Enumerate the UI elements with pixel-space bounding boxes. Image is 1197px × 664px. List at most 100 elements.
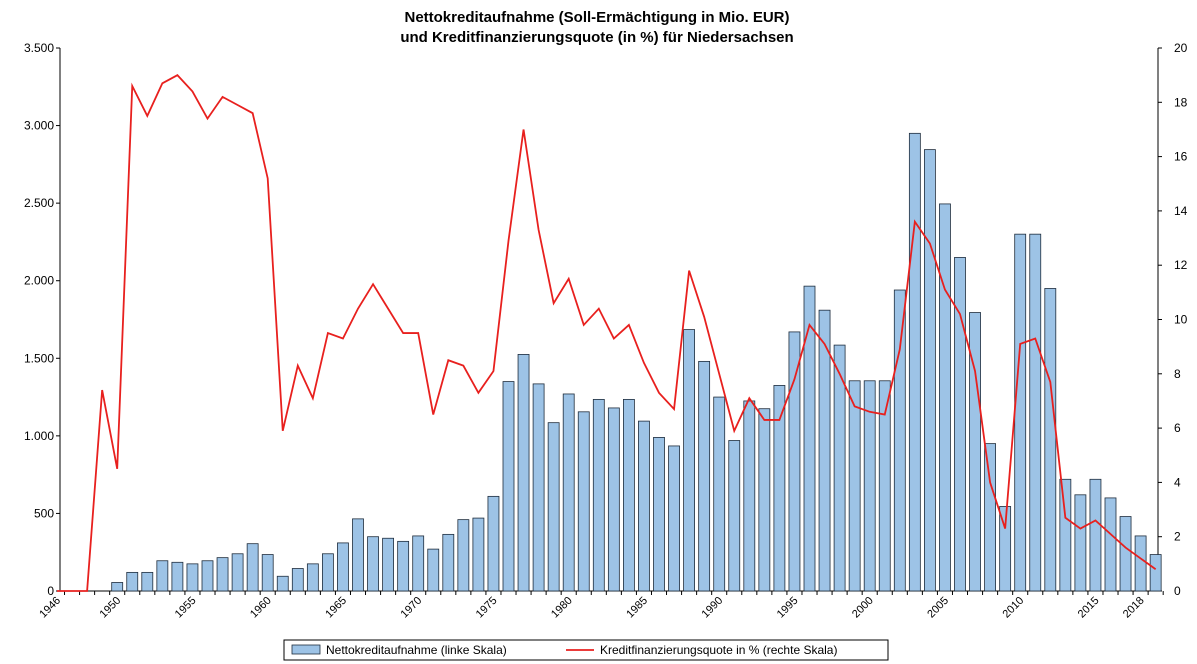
bar	[397, 540, 410, 592]
bar	[261, 554, 274, 592]
y2-tick-label: 12	[1174, 258, 1188, 272]
x-tick-label: 2000	[850, 595, 876, 621]
x-tick-label: 2010	[1001, 595, 1027, 621]
bar	[216, 557, 229, 592]
x-tick-label: 2018	[1121, 595, 1147, 621]
y-tick-label: 0	[47, 584, 54, 598]
x-tick-label: 2005	[925, 595, 951, 621]
bar	[306, 563, 319, 592]
x-tick-label: 1970	[399, 595, 425, 621]
bar	[728, 440, 741, 592]
bar	[939, 203, 951, 592]
bar	[1044, 288, 1057, 592]
x-tick-label: 1980	[549, 595, 575, 621]
bar	[367, 536, 379, 592]
bar	[547, 422, 560, 592]
bar	[1119, 516, 1132, 592]
bar	[969, 312, 981, 592]
bar	[668, 445, 680, 592]
bar	[773, 385, 786, 592]
bar	[412, 535, 425, 592]
bar	[472, 517, 485, 592]
bar	[156, 560, 169, 592]
y-tick-label: 3.500	[24, 41, 54, 55]
bar	[803, 285, 816, 592]
x-tick-label: 1995	[775, 595, 801, 621]
bar	[863, 380, 876, 592]
y2-tick-label: 8	[1174, 367, 1181, 381]
bar	[743, 400, 756, 592]
bar	[427, 548, 440, 592]
x-tick-label: 1985	[624, 595, 650, 621]
bar	[246, 543, 259, 592]
bar	[502, 381, 515, 592]
y2-tick-label: 10	[1174, 313, 1188, 327]
y2-tick-label: 6	[1174, 421, 1181, 435]
bar	[276, 575, 289, 592]
bar	[442, 533, 455, 592]
bar	[532, 383, 545, 592]
bar	[171, 561, 184, 592]
bar	[517, 354, 530, 592]
bar	[201, 560, 214, 592]
bar	[1074, 494, 1087, 592]
legend-swatch	[291, 644, 321, 655]
x-tick-label: 1960	[248, 595, 274, 621]
bar	[984, 443, 996, 592]
bar	[638, 420, 650, 592]
y2-tick-label: 18	[1174, 95, 1188, 109]
y-tick-label: 1.500	[24, 351, 54, 365]
bar	[893, 289, 906, 592]
y-tick-label: 500	[34, 506, 54, 520]
bar	[1059, 478, 1072, 592]
bar	[457, 519, 470, 592]
x-tick-label: 1965	[323, 595, 349, 621]
bar	[698, 360, 711, 592]
y2-tick-label: 14	[1174, 204, 1188, 218]
bar	[788, 331, 801, 592]
line	[57, 74, 1157, 592]
bar	[653, 437, 665, 592]
y-tick-label: 2.500	[24, 196, 54, 210]
x-tick-label: 1955	[173, 595, 199, 621]
x-tick-label: 1946	[37, 595, 63, 621]
bar	[683, 329, 695, 592]
bar	[141, 571, 154, 592]
bar	[1149, 554, 1162, 592]
bar	[818, 309, 831, 592]
bar	[1134, 535, 1147, 592]
bar	[352, 518, 364, 592]
x-tick-label: 1975	[474, 595, 500, 621]
bar	[321, 553, 334, 592]
bar	[1029, 233, 1042, 592]
bar	[592, 398, 605, 592]
bar	[186, 563, 199, 592]
bar	[833, 344, 846, 592]
bar	[908, 132, 921, 592]
bar	[878, 380, 891, 592]
bar	[231, 553, 244, 592]
bar	[607, 407, 620, 592]
chart-title: und Kreditfinanzierungsquote (in %) für …	[400, 29, 793, 46]
bar	[848, 380, 861, 592]
y-tick-label: 2.000	[24, 274, 54, 288]
x-tick-label: 2015	[1076, 595, 1102, 621]
x-tick-label: 1950	[98, 595, 124, 621]
bar	[1104, 497, 1117, 592]
bar	[111, 582, 124, 592]
bar	[291, 568, 304, 592]
y2-tick-label: 4	[1174, 475, 1181, 489]
legend-label: Nettokreditaufnahme (linke Skala)	[326, 643, 507, 657]
bar	[1089, 478, 1102, 592]
x-tick-label: 1990	[700, 595, 726, 621]
bar	[337, 542, 349, 592]
bar	[382, 537, 395, 592]
legend-label: Kreditfinanzierungsquote in % (rechte Sk…	[600, 643, 837, 657]
chart-title: Nettokreditaufnahme (Soll-Ermächtigung i…	[404, 9, 789, 26]
y-tick-label: 1.000	[24, 429, 54, 443]
y2-tick-label: 2	[1174, 530, 1181, 544]
bar	[577, 411, 590, 592]
bar	[126, 571, 139, 592]
bar	[487, 495, 500, 592]
